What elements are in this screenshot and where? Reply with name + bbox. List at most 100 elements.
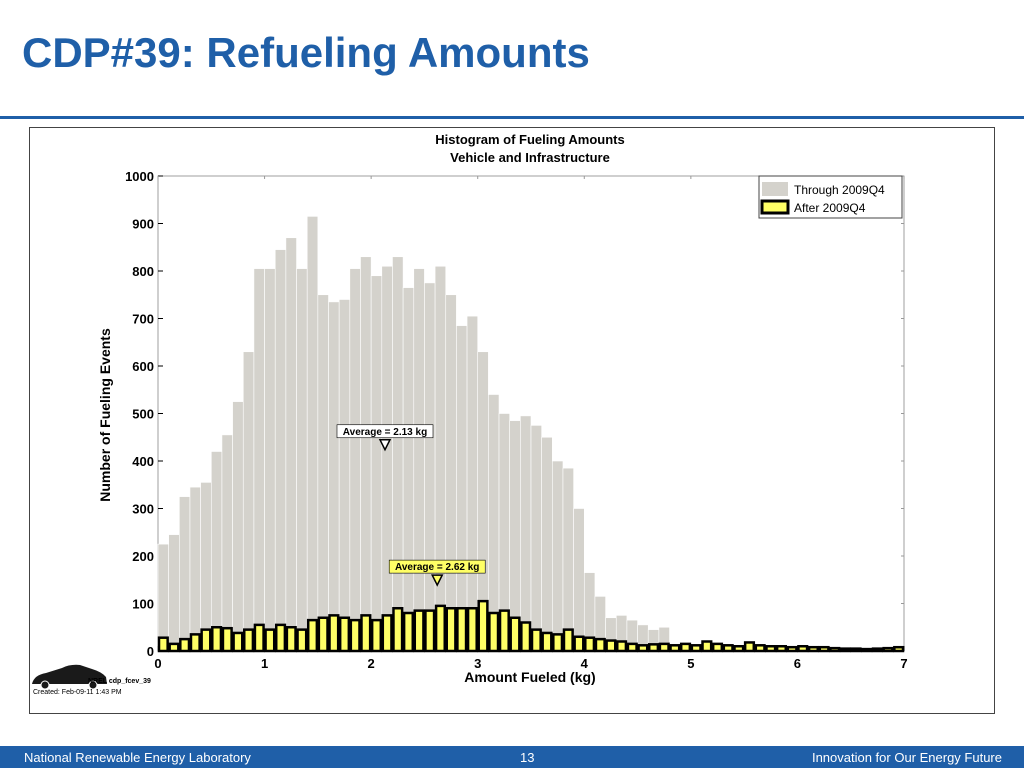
histogram-chart: Histogram of Fueling Amounts Vehicle and… [32,132,908,696]
bar-through-2009q4 [552,460,564,652]
bar-after-2009q4 [818,645,830,653]
bar-after-2009q4 [509,616,521,653]
bar-after-2009q4 [626,642,638,653]
bar-through-2009q4 [274,249,287,652]
bar-through-2009q4 [338,299,351,652]
bar-after-2009q4 [274,623,287,653]
bar-after-2009q4 [530,628,542,653]
bar-after-2009q4 [168,642,180,653]
bar-after-2009q4 [360,614,372,653]
bar-through-2009q4 [434,265,447,652]
bar-after-2009q4 [477,599,489,653]
y-axis-label: Number of Fueling Events [97,328,113,502]
bar-after-2009q4 [743,641,756,653]
legend: Through 2009Q4 After 2009Q4 [758,175,903,219]
bar-through-2009q4 [370,275,383,652]
y-tick-label: 700 [132,312,154,327]
bar-after-2009q4 [264,628,276,653]
created-timestamp: Created: Feb-09-11 1:43 PM [33,689,122,696]
bar-through-2009q4 [456,325,468,652]
legend-label-after: After 2009Q4 [794,201,866,215]
average-label-box [336,424,434,439]
legend-label-through: Through 2009Q4 [794,183,885,197]
figure-id-label: NREL cdp_fcev_39 [88,678,151,685]
legend-swatch-through [762,182,788,196]
footer-organization: National Renewable Energy Laboratory [24,750,251,765]
x-axis-label: Amount Fueled (kg) [464,669,595,685]
x-tick-label: 2 [368,656,375,671]
x-tick-label: 7 [900,656,907,671]
bar-through-2009q4 [157,543,169,652]
y-tick-label: 300 [132,502,154,517]
bar-after-2009q4 [211,626,223,653]
bar-after-2009q4 [402,611,415,653]
y-tick-label: 400 [132,454,154,469]
bar-through-2009q4 [179,496,191,652]
bar-after-2009q4 [392,607,404,653]
bar-after-2009q4 [584,636,596,653]
bar-after-2009q4 [424,609,436,653]
bar-through-2009q4 [445,294,457,652]
bar-after-2009q4 [616,640,628,653]
bar-through-2009q4 [253,268,265,652]
bar-after-2009q4 [711,642,724,653]
bar-through-2009q4 [381,265,393,652]
bar-after-2009q4 [850,647,862,653]
bar-through-2009q4 [264,268,276,652]
y-tick-label: 100 [132,597,154,612]
y-tick-label: 0 [147,644,154,659]
bar-after-2009q4 [232,631,244,653]
y-tick-label: 900 [132,217,154,232]
average-marker-triangle [378,439,392,452]
bar-after-2009q4 [349,618,361,653]
bar-after-2009q4 [722,644,734,653]
x-tick-label: 4 [581,656,589,671]
bar-after-2009q4 [690,644,702,653]
bar-through-2009q4 [242,351,255,652]
bar-through-2009q4 [541,436,553,652]
slide-title: CDP#39: Refueling Amounts [22,29,590,76]
y-tick-label: 800 [132,264,154,279]
bar-after-2009q4 [807,645,819,653]
legend-swatch-after [760,199,790,215]
bar-after-2009q4 [733,645,745,653]
bar-after-2009q4 [679,642,692,653]
bar-after-2009q4 [552,633,564,653]
chart-title: Histogram of Fueling Amounts [435,132,624,147]
plot-area: 0 100 200 300 400 500 600 700 800 900 1000 0 1 2 3 4 5 6 7… [125,169,908,671]
bar-after-2009q4 [306,618,319,653]
bar-through-2009q4 [189,486,201,652]
x-tick-label: 3 [474,656,481,671]
y-tick-label: 600 [132,359,154,374]
bar-after-2009q4 [338,616,351,653]
bar-through-2009q4 [285,237,297,652]
bar-after-2009q4 [413,609,425,653]
bar-after-2009q4 [296,628,308,653]
bar-after-2009q4 [637,644,649,653]
bar-through-2009q4 [424,282,436,652]
bar-after-2009q4 [829,646,841,653]
bar-after-2009q4 [445,607,457,653]
bar-after-2009q4 [370,618,383,653]
bar-through-2009q4 [392,256,404,652]
bar-after-2009q4 [328,614,340,653]
bar-through-2009q4 [328,301,340,652]
title-divider [0,116,1024,119]
bar-after-2009q4 [562,628,574,653]
bar-through-2009q4 [520,415,532,652]
bar-through-2009q4 [413,268,425,652]
bar-after-2009q4 [647,643,660,653]
bar-through-2009q4 [306,216,319,652]
bar-after-2009q4 [520,621,532,653]
bar-after-2009q4 [573,635,585,653]
y-tick-label: 1000 [125,169,154,184]
bar-after-2009q4 [605,639,617,653]
bar-after-2009q4 [765,645,777,653]
bar-after-2009q4 [669,644,681,653]
bar-after-2009q4 [797,645,809,653]
bar-through-2009q4 [232,401,244,652]
bar-after-2009q4 [179,637,191,653]
bar-through-2009q4 [573,508,585,652]
bar-through-2009q4 [402,287,415,652]
bar-after-2009q4 [658,642,670,653]
